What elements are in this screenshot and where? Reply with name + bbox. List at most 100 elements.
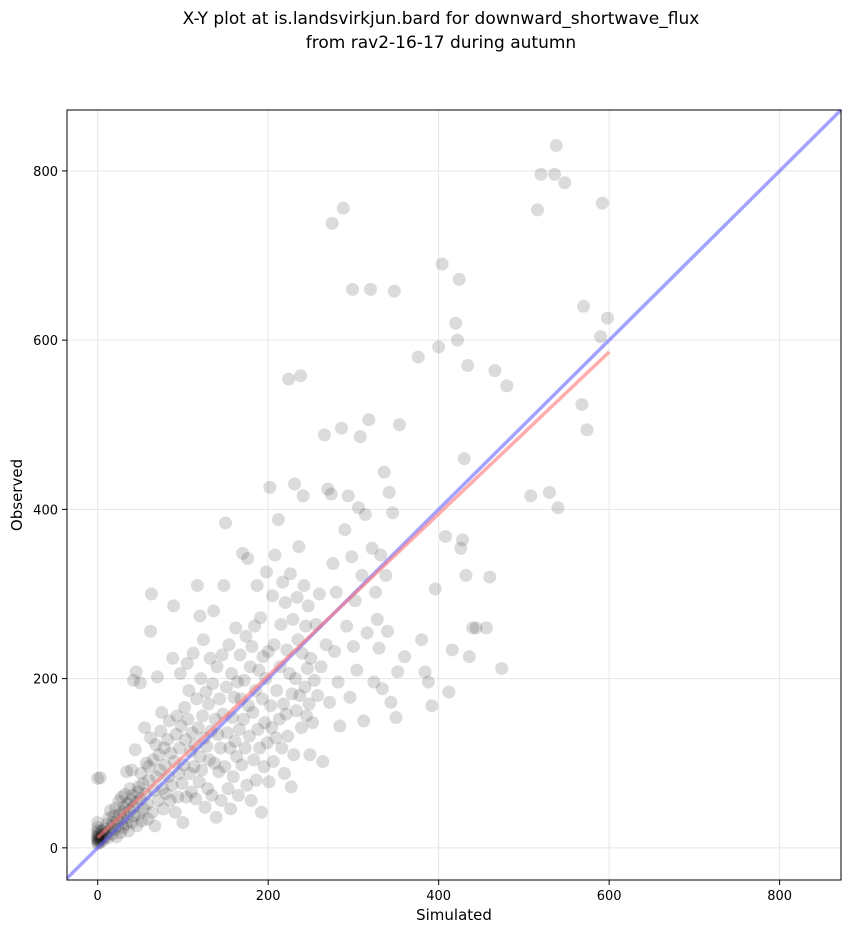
data-point	[134, 766, 148, 780]
data-point	[247, 753, 261, 767]
data-point	[386, 506, 400, 520]
data-point	[155, 705, 169, 719]
data-point	[150, 670, 164, 684]
x-axis-label: Simulated	[416, 906, 492, 924]
data-point	[167, 599, 181, 613]
data-point	[466, 621, 480, 635]
data-point	[182, 683, 196, 697]
data-point	[268, 548, 282, 562]
data-point	[411, 350, 425, 364]
data-point	[297, 579, 311, 593]
data-point	[142, 773, 156, 787]
data-point	[219, 516, 233, 530]
data-point	[272, 712, 286, 726]
data-point	[415, 633, 429, 647]
data-point	[459, 568, 473, 582]
data-point	[264, 699, 278, 713]
data-point	[450, 333, 464, 347]
data-point	[391, 665, 405, 679]
data-point	[255, 692, 269, 706]
data-point	[314, 660, 328, 674]
data-point	[113, 807, 127, 821]
data-point	[226, 770, 240, 784]
data-point	[345, 550, 359, 564]
y-tick-label: 800	[33, 165, 58, 180]
data-point	[321, 482, 335, 496]
data-point	[249, 773, 263, 787]
data-point	[456, 533, 470, 547]
data-point	[112, 794, 126, 808]
data-point	[183, 766, 197, 780]
data-point	[329, 585, 343, 599]
data-point	[121, 824, 135, 838]
data-point	[298, 680, 312, 694]
data-point	[285, 687, 299, 701]
data-point	[333, 719, 347, 733]
data-point	[277, 766, 291, 780]
data-point	[123, 782, 137, 796]
data-point	[244, 793, 258, 807]
data-point	[164, 746, 178, 760]
chart-title-line-1: X-Y plot at is.landsvirkjun.bard for dow…	[183, 9, 700, 29]
data-point	[398, 650, 412, 664]
data-point	[600, 311, 614, 325]
data-point	[230, 749, 244, 763]
data-point	[286, 612, 300, 626]
data-point	[282, 372, 296, 386]
data-point	[165, 778, 179, 792]
data-point	[284, 780, 298, 794]
data-point	[353, 430, 367, 444]
data-point	[157, 741, 171, 755]
data-point	[236, 546, 250, 560]
data-point	[324, 487, 338, 501]
data-point	[305, 716, 319, 730]
data-point	[375, 682, 389, 696]
data-point	[469, 621, 483, 635]
data-point	[253, 741, 267, 755]
data-point	[271, 513, 285, 527]
data-point	[151, 793, 165, 807]
data-point	[392, 418, 406, 432]
data-point	[289, 704, 303, 718]
data-point	[389, 711, 403, 725]
data-point	[217, 579, 231, 593]
data-point	[184, 785, 198, 799]
y-axis-ticks: 0 200 400 600 800	[33, 165, 67, 857]
data-point	[442, 685, 456, 699]
data-point	[142, 760, 156, 774]
data-point	[254, 611, 267, 625]
data-point	[301, 599, 315, 613]
data-point	[261, 645, 275, 659]
data-point	[91, 815, 105, 829]
y-tick-label: 0	[50, 842, 58, 857]
data-point	[227, 690, 241, 704]
data-point	[191, 721, 205, 735]
data-point	[145, 805, 159, 819]
data-point	[213, 692, 227, 706]
data-point	[372, 641, 386, 655]
data-point	[462, 650, 476, 664]
data-point	[250, 579, 264, 593]
data-point	[205, 788, 219, 802]
data-point	[139, 756, 153, 770]
data-point	[461, 359, 475, 373]
data-point	[228, 734, 242, 748]
data-point	[270, 683, 284, 697]
data-point	[362, 413, 376, 427]
data-point	[146, 753, 160, 767]
data-point	[265, 589, 279, 603]
data-point	[167, 755, 181, 769]
data-point	[292, 540, 306, 554]
data-point	[214, 793, 228, 807]
data-point	[229, 621, 243, 635]
data-point	[231, 788, 245, 802]
data-point	[206, 677, 220, 691]
data-point	[201, 782, 215, 796]
data-point	[346, 282, 360, 296]
data-point	[363, 282, 377, 296]
data-point	[374, 548, 388, 562]
data-point	[595, 196, 609, 210]
data-point	[166, 651, 180, 665]
data-point	[176, 815, 190, 829]
